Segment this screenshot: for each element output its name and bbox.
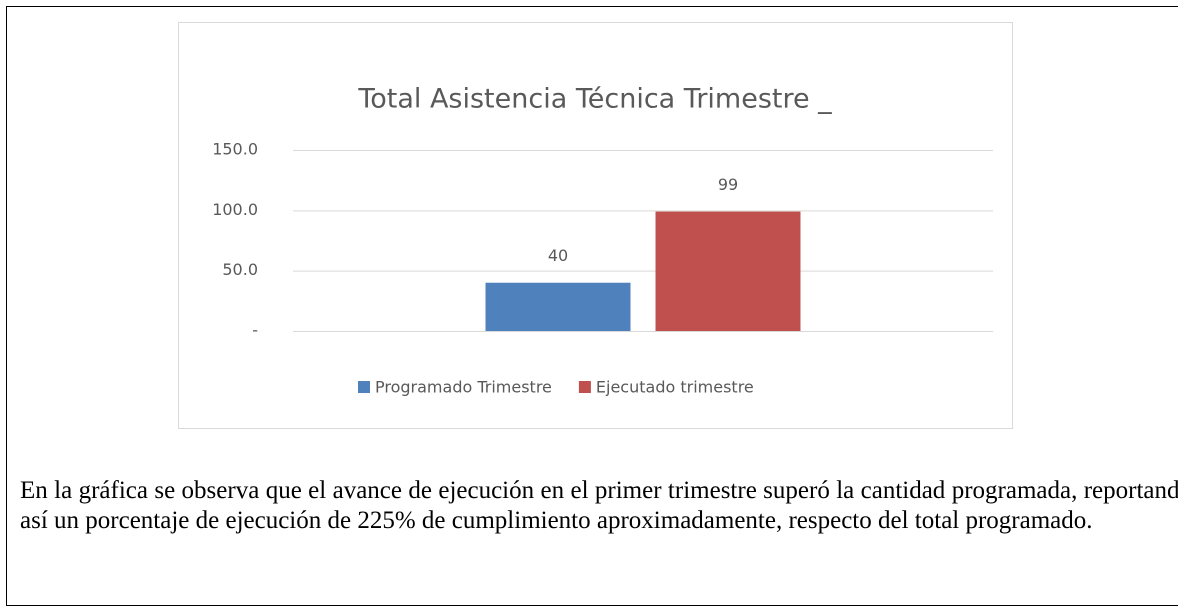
paragraph: En la gráfica se observa que el avance d… — [20, 477, 1178, 534]
data-label: 40 — [548, 246, 568, 265]
page: Total Asistencia Técnica Trimestre _ - 50… — [6, 6, 1178, 606]
bar — [485, 282, 631, 331]
y-tick-label: - — [252, 321, 258, 340]
legend-swatch — [578, 381, 591, 393]
chart: Total Asistencia Técnica Trimestre _ - 50… — [178, 22, 1013, 429]
y-tick-label: 100.0 — [212, 200, 258, 219]
legend-label: Programado Trimestre — [375, 378, 552, 397]
data-label: 99 — [718, 175, 738, 194]
bar — [655, 211, 801, 331]
y-tick-label: 150.0 — [212, 140, 258, 159]
legend-swatch — [358, 381, 370, 393]
chart-title: Total Asistencia Técnica Trimestre _ — [357, 84, 832, 115]
y-tick-label: 50.0 — [222, 260, 258, 279]
chart-area — [178, 22, 1013, 429]
legend-label: Ejecutado trimestre — [596, 378, 754, 397]
